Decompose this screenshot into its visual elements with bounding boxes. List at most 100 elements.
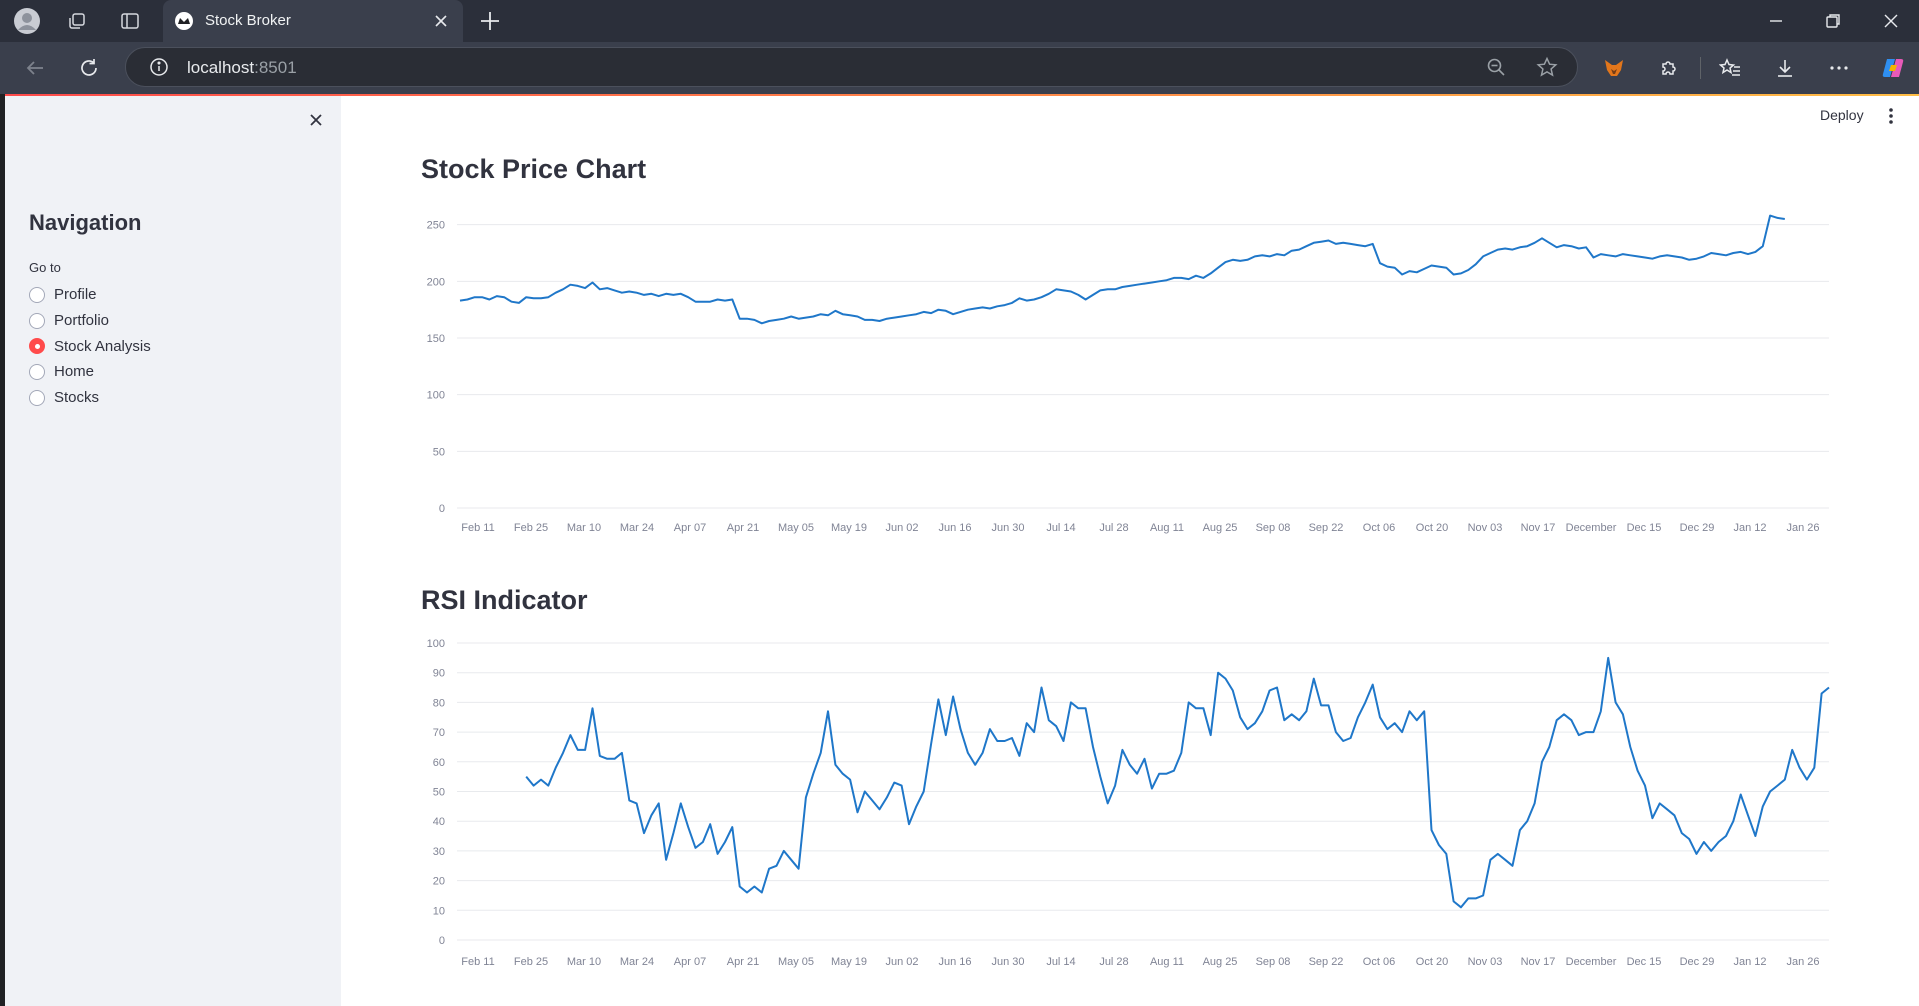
rsi-x-tick-label: Sep 22: [1309, 956, 1344, 968]
radio-circle-selected[interactable]: [29, 338, 45, 355]
radio-option-portfolio[interactable]: Portfolio: [29, 308, 151, 334]
rsi-x-tick-label: Oct 06: [1363, 956, 1395, 968]
rsi-x-tick-label: Dec 15: [1627, 956, 1662, 968]
price-series-line: [459, 214, 1785, 325]
price-x-tick-label: Aug 25: [1203, 522, 1238, 534]
price-x-tick-label: Sep 22: [1309, 522, 1344, 534]
more-options-icon[interactable]: [1826, 55, 1852, 81]
rsi-chart-title: RSI Indicator: [421, 585, 588, 615]
rsi-y-tick-label: 40: [433, 816, 445, 828]
address-bar[interactable]: localhost:8501: [125, 47, 1578, 87]
url-port: :8501: [254, 58, 297, 77]
rsi-y-tick-label: 80: [433, 697, 445, 709]
price-x-tick-label: Jan 12: [1733, 522, 1766, 534]
price-y-tick-label: 50: [433, 446, 445, 458]
rsi-x-tick-label: Mar 10: [567, 956, 601, 968]
streamlit-page: Navigation Go to Profile Portfolio Stock…: [5, 94, 1919, 1006]
radio-label: Stocks: [54, 389, 100, 407]
active-tab[interactable]: Stock Broker: [163, 0, 463, 42]
sidebar-close-icon[interactable]: [306, 110, 326, 130]
metamask-extension-icon[interactable]: [1601, 55, 1627, 81]
price-x-tick-label: Jul 14: [1046, 522, 1075, 534]
price-x-tick-label: Aug 11: [1150, 522, 1184, 534]
restore-icon[interactable]: [1822, 10, 1844, 32]
deploy-button[interactable]: Deploy: [1820, 107, 1864, 123]
radio-label: Home: [54, 363, 95, 381]
profile-avatar-icon[interactable]: [14, 8, 40, 34]
rsi-series-line: [525, 656, 1830, 909]
rsi-x-tick-label: Jul 28: [1099, 956, 1128, 968]
vertical-tabs-icon[interactable]: [117, 8, 143, 34]
rsi-x-tick-label: Jan 12: [1733, 956, 1766, 968]
workspaces-icon[interactable]: [64, 8, 90, 34]
price-y-tick-label: 200: [427, 276, 445, 288]
price-x-tick-label: Jun 02: [885, 522, 918, 534]
rsi-x-tick-label: Jun 30: [991, 956, 1024, 968]
top-decoration-bar: [5, 94, 1919, 96]
navigation-radio-group: Profile Portfolio Stock Analysis Home St…: [29, 282, 151, 410]
radio-option-stock-analysis[interactable]: Stock Analysis: [29, 333, 151, 359]
rsi-x-tick-label: Feb 25: [514, 956, 548, 968]
favorite-star-icon[interactable]: [1534, 54, 1560, 80]
radio-option-stocks[interactable]: Stocks: [29, 385, 151, 411]
price-y-tick-label: 150: [427, 333, 445, 345]
zoom-out-icon[interactable]: [1483, 54, 1509, 80]
rsi-y-tick-label: 50: [433, 787, 445, 799]
price-x-tick-label: Jun 16: [938, 522, 971, 534]
minimize-icon[interactable]: [1765, 10, 1787, 32]
radio-circle[interactable]: [29, 286, 45, 303]
price-x-tick-label: May 19: [831, 522, 867, 534]
rsi-y-tick-label: 90: [433, 668, 445, 680]
price-x-tick-label: Nov 03: [1468, 522, 1503, 534]
rsi-x-tick-label: Nov 03: [1468, 956, 1503, 968]
downloads-icon[interactable]: [1772, 55, 1798, 81]
main-menu-icon[interactable]: [1883, 106, 1899, 126]
rsi-x-tick-label: Apr 07: [674, 956, 706, 968]
radio-circle[interactable]: [29, 389, 45, 406]
price-x-tick-label: Jan 26: [1786, 522, 1819, 534]
streamlit-favicon-icon: [175, 12, 193, 30]
back-icon[interactable]: [22, 55, 48, 81]
price-x-tick-label: Mar 10: [567, 522, 601, 534]
price-x-tick-label: Sep 08: [1256, 522, 1291, 534]
rsi-y-tick-label: 70: [433, 727, 445, 739]
rsi-x-tick-label: Aug 11: [1150, 956, 1184, 968]
rsi-y-tick-label: 0: [439, 935, 445, 947]
rsi-x-tick-label: May 05: [778, 956, 814, 968]
rsi-x-tick-label: Jan 26: [1786, 956, 1819, 968]
browser-titlebar: Stock Broker: [0, 0, 1919, 42]
price-x-tick-label: Apr 07: [674, 522, 706, 534]
rsi-x-tick-label: Oct 20: [1416, 956, 1448, 968]
close-window-icon[interactable]: [1880, 10, 1902, 32]
rsi-y-tick-label: 10: [433, 905, 445, 917]
favorites-icon[interactable]: [1717, 55, 1743, 81]
extensions-puzzle-icon[interactable]: [1656, 55, 1682, 81]
radio-group-label: Go to: [29, 260, 61, 275]
radio-label: Profile: [54, 286, 97, 304]
radio-circle[interactable]: [29, 312, 45, 329]
price-x-tick-label: Oct 06: [1363, 522, 1395, 534]
rsi-x-tick-label: Sep 08: [1256, 956, 1291, 968]
price-x-tick-label: December: [1566, 522, 1617, 534]
url-host: localhost: [187, 58, 255, 77]
price-y-tick-label: 250: [427, 220, 445, 232]
radio-option-profile[interactable]: Profile: [29, 282, 151, 308]
rsi-x-tick-label: May 19: [831, 956, 867, 968]
copilot-icon[interactable]: [1880, 55, 1906, 81]
rsi-x-tick-label: Mar 24: [620, 956, 654, 968]
price-x-tick-label: Feb 25: [514, 522, 548, 534]
site-info-icon[interactable]: [146, 54, 172, 80]
new-tab-icon[interactable]: [478, 9, 502, 33]
radio-circle[interactable]: [29, 363, 45, 380]
tab-title: Stock Broker: [205, 12, 291, 29]
url-text[interactable]: localhost:8501: [187, 58, 297, 78]
browser-toolbar: localhost:8501: [0, 42, 1919, 94]
radio-option-home[interactable]: Home: [29, 359, 151, 385]
price-x-tick-label: Mar 24: [620, 522, 654, 534]
tab-close-icon[interactable]: [431, 11, 451, 31]
price-x-tick-label: Jun 30: [991, 522, 1024, 534]
rsi-x-tick-label: Jun 02: [885, 956, 918, 968]
price-x-tick-label: Apr 21: [727, 522, 759, 534]
refresh-icon[interactable]: [76, 55, 102, 81]
